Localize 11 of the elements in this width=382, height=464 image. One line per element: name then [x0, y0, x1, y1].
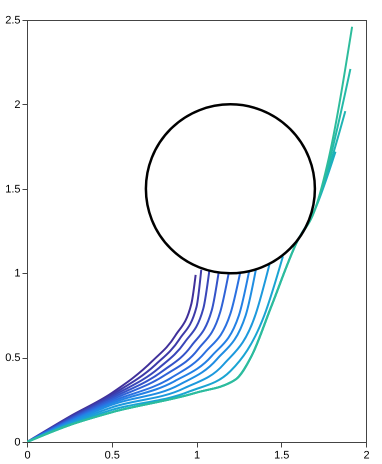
- x-tick-label: 2: [363, 450, 370, 462]
- y-tick-label: 2.5: [5, 14, 20, 26]
- y-tick-label: 0.5: [5, 352, 20, 364]
- x-tick-label: 1.5: [274, 450, 290, 462]
- y-tick-label: 0: [14, 436, 20, 448]
- y-tick-label: 2: [14, 98, 20, 111]
- y-tick-label: 1.5: [5, 183, 20, 196]
- y-tick-label: 1: [14, 268, 20, 280]
- x-tick-label: 0.5: [104, 450, 120, 462]
- x-tick-label: 0: [24, 450, 31, 462]
- x-tick-label: 1: [194, 450, 200, 462]
